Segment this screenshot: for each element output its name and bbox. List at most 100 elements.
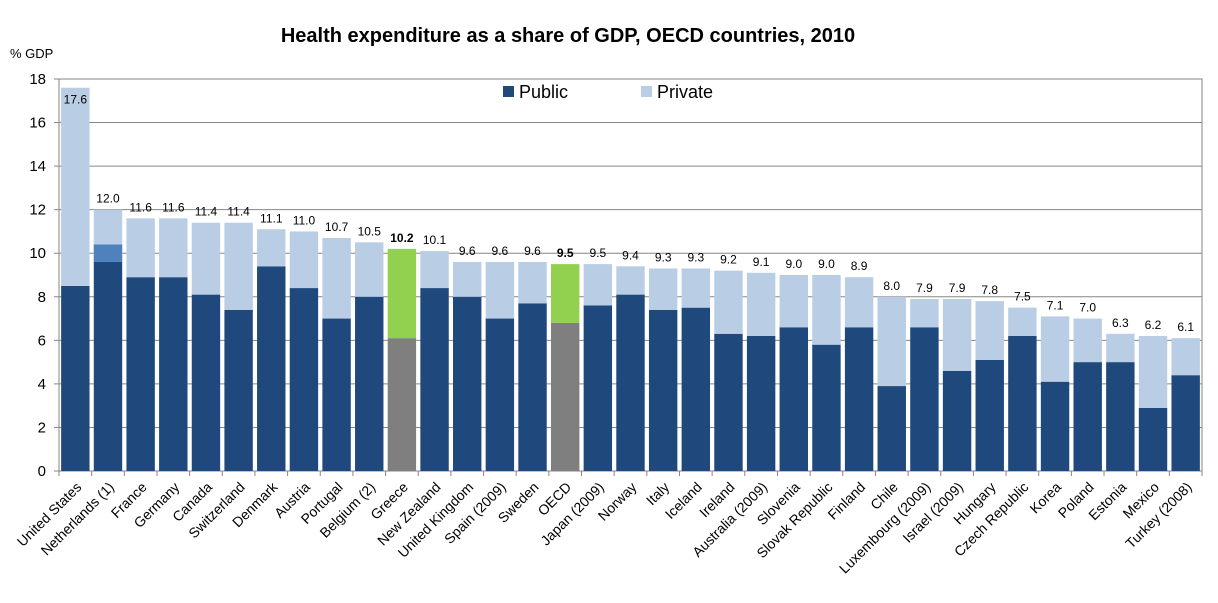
bar-public bbox=[648, 309, 678, 471]
value-label: 6.1 bbox=[1177, 320, 1194, 334]
value-label: 9.3 bbox=[655, 250, 672, 264]
value-label: 7.9 bbox=[949, 281, 966, 295]
bar-public bbox=[1073, 362, 1102, 471]
bar-public bbox=[518, 303, 547, 471]
bar-private bbox=[681, 268, 711, 308]
bars bbox=[61, 87, 1200, 471]
bar-private bbox=[387, 248, 417, 339]
bar-public bbox=[355, 296, 384, 471]
bar-extra-segment bbox=[93, 244, 123, 262]
bar-private bbox=[746, 272, 776, 336]
y-axis-ticks: 0 2 4 6 8 10 12 14 16 18 bbox=[29, 71, 59, 480]
bar-private bbox=[812, 275, 841, 345]
bar-private bbox=[1008, 307, 1037, 336]
bar-public bbox=[159, 277, 188, 471]
value-label: 11.4 bbox=[227, 205, 250, 219]
bar-public bbox=[975, 359, 1004, 471]
value-label: 11.1 bbox=[260, 211, 283, 225]
y-tick-label: 4 bbox=[38, 376, 46, 393]
bar-private bbox=[1073, 318, 1102, 363]
bar-private bbox=[485, 261, 515, 319]
bar-public bbox=[387, 338, 417, 471]
bar-public bbox=[1171, 375, 1200, 471]
bar-public bbox=[420, 288, 449, 471]
value-label: 9.6 bbox=[459, 244, 476, 258]
y-tick-label: 18 bbox=[29, 71, 46, 88]
value-label: 7.0 bbox=[1079, 301, 1096, 315]
bar-private bbox=[322, 237, 351, 319]
bar-public bbox=[550, 322, 580, 471]
value-label: 10.7 bbox=[325, 220, 349, 234]
value-label: 11.0 bbox=[293, 213, 316, 227]
y-tick-label: 12 bbox=[29, 202, 46, 219]
bar-public bbox=[910, 327, 939, 471]
bar-public bbox=[257, 266, 286, 471]
bar-private bbox=[975, 301, 1004, 360]
bar-private bbox=[126, 218, 155, 278]
value-label: 6.2 bbox=[1145, 318, 1162, 332]
bar-private bbox=[877, 296, 906, 387]
value-label: 8.0 bbox=[883, 279, 900, 293]
bar-private bbox=[453, 261, 482, 297]
bar-private bbox=[61, 87, 90, 286]
value-label: 7.8 bbox=[981, 283, 998, 297]
bar-public bbox=[942, 370, 972, 471]
bar-public bbox=[746, 335, 776, 471]
value-label: 9.4 bbox=[622, 248, 639, 262]
value-label: 9.5 bbox=[557, 246, 574, 260]
bar-private bbox=[844, 277, 874, 328]
value-label: 11.6 bbox=[162, 200, 185, 214]
bar-public bbox=[191, 294, 221, 471]
bar-public bbox=[224, 309, 253, 471]
value-label: 9.0 bbox=[785, 257, 802, 271]
value-labels: 17.6 12.0 11.6 11.6 11.4 11.4 11.1 11.0 10.7 10.5… bbox=[64, 93, 1195, 334]
value-label: 9.5 bbox=[589, 246, 606, 260]
y-axis-unit-label: % GDP bbox=[10, 46, 53, 61]
value-label: 11.6 bbox=[129, 200, 152, 214]
bar-private bbox=[518, 261, 547, 304]
value-label: 9.6 bbox=[492, 244, 509, 258]
bar-public bbox=[289, 288, 319, 471]
value-label: 11.4 bbox=[195, 205, 218, 219]
bar-private bbox=[550, 264, 580, 323]
bar-public bbox=[322, 318, 351, 471]
value-label: 9.0 bbox=[818, 257, 835, 271]
y-tick-label: 0 bbox=[38, 463, 46, 480]
bar-private bbox=[191, 222, 221, 295]
chart-title: Health expenditure as a share of GDP, OE… bbox=[281, 25, 855, 47]
y-tick-label: 2 bbox=[38, 419, 46, 436]
value-label: 9.3 bbox=[687, 250, 704, 264]
bar-private bbox=[714, 270, 743, 334]
value-label: 10.2 bbox=[390, 231, 414, 245]
bar-public bbox=[1008, 335, 1037, 471]
bar-private bbox=[616, 266, 645, 295]
value-label: 9.1 bbox=[753, 255, 770, 269]
bar-private bbox=[1138, 335, 1168, 408]
value-label: 7.9 bbox=[916, 281, 933, 295]
bar-public bbox=[485, 318, 515, 471]
value-label: 6.3 bbox=[1112, 316, 1129, 330]
value-label: 10.5 bbox=[358, 224, 382, 238]
value-label: 10.1 bbox=[423, 233, 447, 247]
bar-private bbox=[1040, 316, 1070, 382]
bar-private bbox=[159, 218, 188, 278]
value-label: 8.9 bbox=[851, 259, 868, 273]
bar-public bbox=[681, 307, 711, 471]
bar-public bbox=[844, 327, 874, 471]
legend-swatch-private bbox=[641, 86, 652, 97]
value-label: 7.1 bbox=[1047, 298, 1064, 312]
x-tick-label: Finland bbox=[824, 479, 868, 523]
bar-public bbox=[453, 296, 482, 471]
bar-private bbox=[289, 231, 319, 289]
bar-public bbox=[583, 305, 613, 471]
bar-public bbox=[126, 277, 155, 471]
y-tick-label: 6 bbox=[38, 332, 46, 349]
bar-private bbox=[420, 251, 449, 289]
value-label: 9.6 bbox=[524, 244, 541, 258]
bar-private bbox=[942, 298, 972, 371]
bar-public bbox=[61, 285, 90, 471]
bar-private bbox=[1106, 333, 1135, 363]
bar-public bbox=[877, 386, 906, 471]
